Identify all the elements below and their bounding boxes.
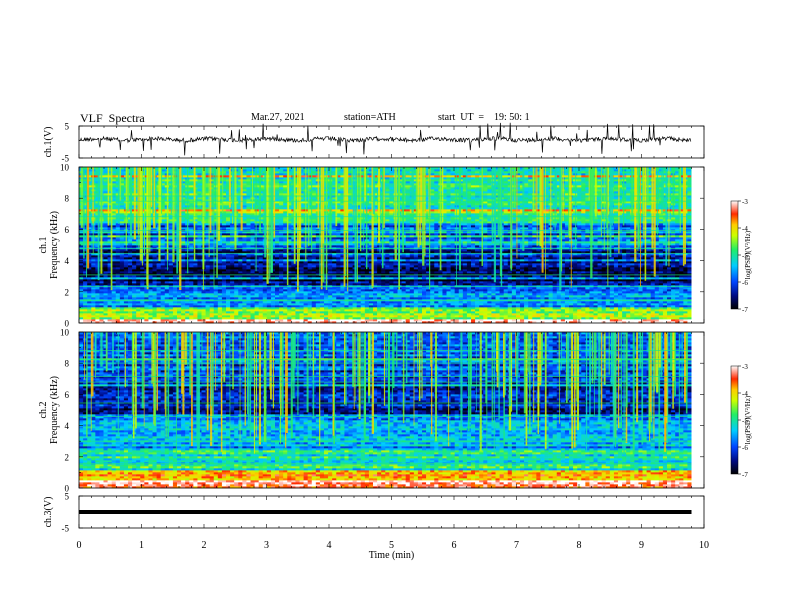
spec1-ytick-label-5: 10 (60, 163, 70, 173)
spec1-colorbar (730, 200, 739, 310)
spec2-colorbar-label-0: -3 (742, 363, 748, 371)
ch1-ytick-label-0: 5 (65, 122, 70, 132)
spec1-image (79, 167, 693, 324)
ch1-voltage-trace (78, 122, 692, 156)
spec1-colorbar-label-4: -7 (742, 306, 748, 314)
time-axis-label: Time (min) (369, 550, 414, 561)
spec2-ytick-label-3: 6 (65, 390, 70, 400)
time-tick-label-9: 9 (639, 540, 644, 551)
ch3-ytick-label-1: -5 (62, 524, 70, 534)
time-tick-label-2: 2 (202, 540, 207, 551)
spec1-ylabel: ch.1 (38, 237, 49, 254)
ch3-voltage-panel: 5 -5 ch.3(V) (43, 492, 705, 534)
spec1-colorbar-label-3: -6 (742, 279, 748, 287)
spec2-ytick-label-0: 0 (65, 484, 70, 494)
ch1-ylabel: ch.1(V) (43, 127, 54, 158)
ch3-ylabel: ch.3(V) (43, 497, 54, 528)
spec1-ytick-label-4: 8 (65, 194, 70, 204)
spec1-ylabel-frequency: Frequency (kHz) (49, 211, 60, 279)
spec2-colorbar-title: log(PSD)(V²/Hz) (744, 395, 752, 444)
time-tick-label-5: 5 (389, 540, 394, 551)
ch1-frame (78, 125, 705, 159)
spec1-ytick-label-2: 4 (65, 256, 70, 266)
spec1-colorbar-title: log(PSD)(V²/Hz) (744, 230, 752, 279)
ch3-ytick-label-0: 5 (65, 492, 70, 502)
spec1-ytick-label-1: 2 (65, 287, 70, 297)
time-axis: 0 1 2 3 4 5 6 7 8 9 10 Time (min) (77, 540, 710, 561)
figure-title: VLF Spectra (80, 111, 145, 126)
spec2-image (79, 332, 692, 489)
spec2-ytick-label-1: 2 (65, 452, 70, 462)
spec1-nodata (691, 167, 704, 323)
time-tick-label-0: 0 (77, 540, 82, 551)
spec2-colorbar-label-2: -5 (742, 417, 748, 425)
spec2-colorbar (730, 365, 739, 475)
spec1-colorbar-label-1: -4 (742, 225, 748, 233)
date-label: Mar.27, 2021 (251, 112, 305, 123)
spec2-ytick-label-5: 10 (60, 328, 70, 338)
spec2-nodata (691, 332, 704, 488)
time-tick-label-7: 7 (514, 540, 519, 551)
spec2-ytick-label-2: 4 (65, 421, 70, 431)
spec2-ylabel: ch.2 (38, 402, 49, 419)
spec2-colorbar-label-1: -4 (742, 390, 748, 398)
time-tick-label-1: 1 (139, 540, 144, 551)
spec1-colorbar-label-2: -5 (742, 252, 748, 260)
time-tick-label-4: 4 (327, 540, 332, 551)
spec1-colorbar-label-0: -3 (742, 198, 748, 206)
spec2-ylabel-frequency: Frequency (kHz) (49, 376, 60, 444)
ch2-spectrogram-panel: 0 2 4 6 8 10 ch.2 Frequency (kHz) -3 -4 -5 -6 -7 log(… (38, 328, 752, 494)
ch3-voltage-trace (79, 510, 692, 514)
station-label: station=ATH (344, 112, 396, 123)
spec2-colorbar-label-4: -7 (742, 471, 748, 479)
spec1-ytick-label-3: 6 (65, 225, 70, 235)
time-tick-label-6: 6 (452, 540, 457, 551)
spec1-ytick-label-0: 0 (65, 319, 70, 329)
spec2-ytick-label-4: 8 (65, 359, 70, 369)
ch1-spectrogram-panel: 0 2 4 6 8 10 ch.1 Frequency (kHz) -3 -4 -5 -6 -7 log(… (38, 163, 752, 329)
time-tick-label-8: 8 (577, 540, 582, 551)
start-time-label: start UT = 19: 50: 1 (438, 112, 530, 123)
ch1-voltage-panel: 5 -5 ch.1(V) (43, 122, 705, 164)
ch1-ytick-label-1: -5 (62, 154, 70, 164)
spec2-colorbar-label-3: -6 (742, 444, 748, 452)
time-tick-label-3: 3 (264, 540, 269, 551)
time-tick-label-10: 10 (699, 540, 709, 551)
